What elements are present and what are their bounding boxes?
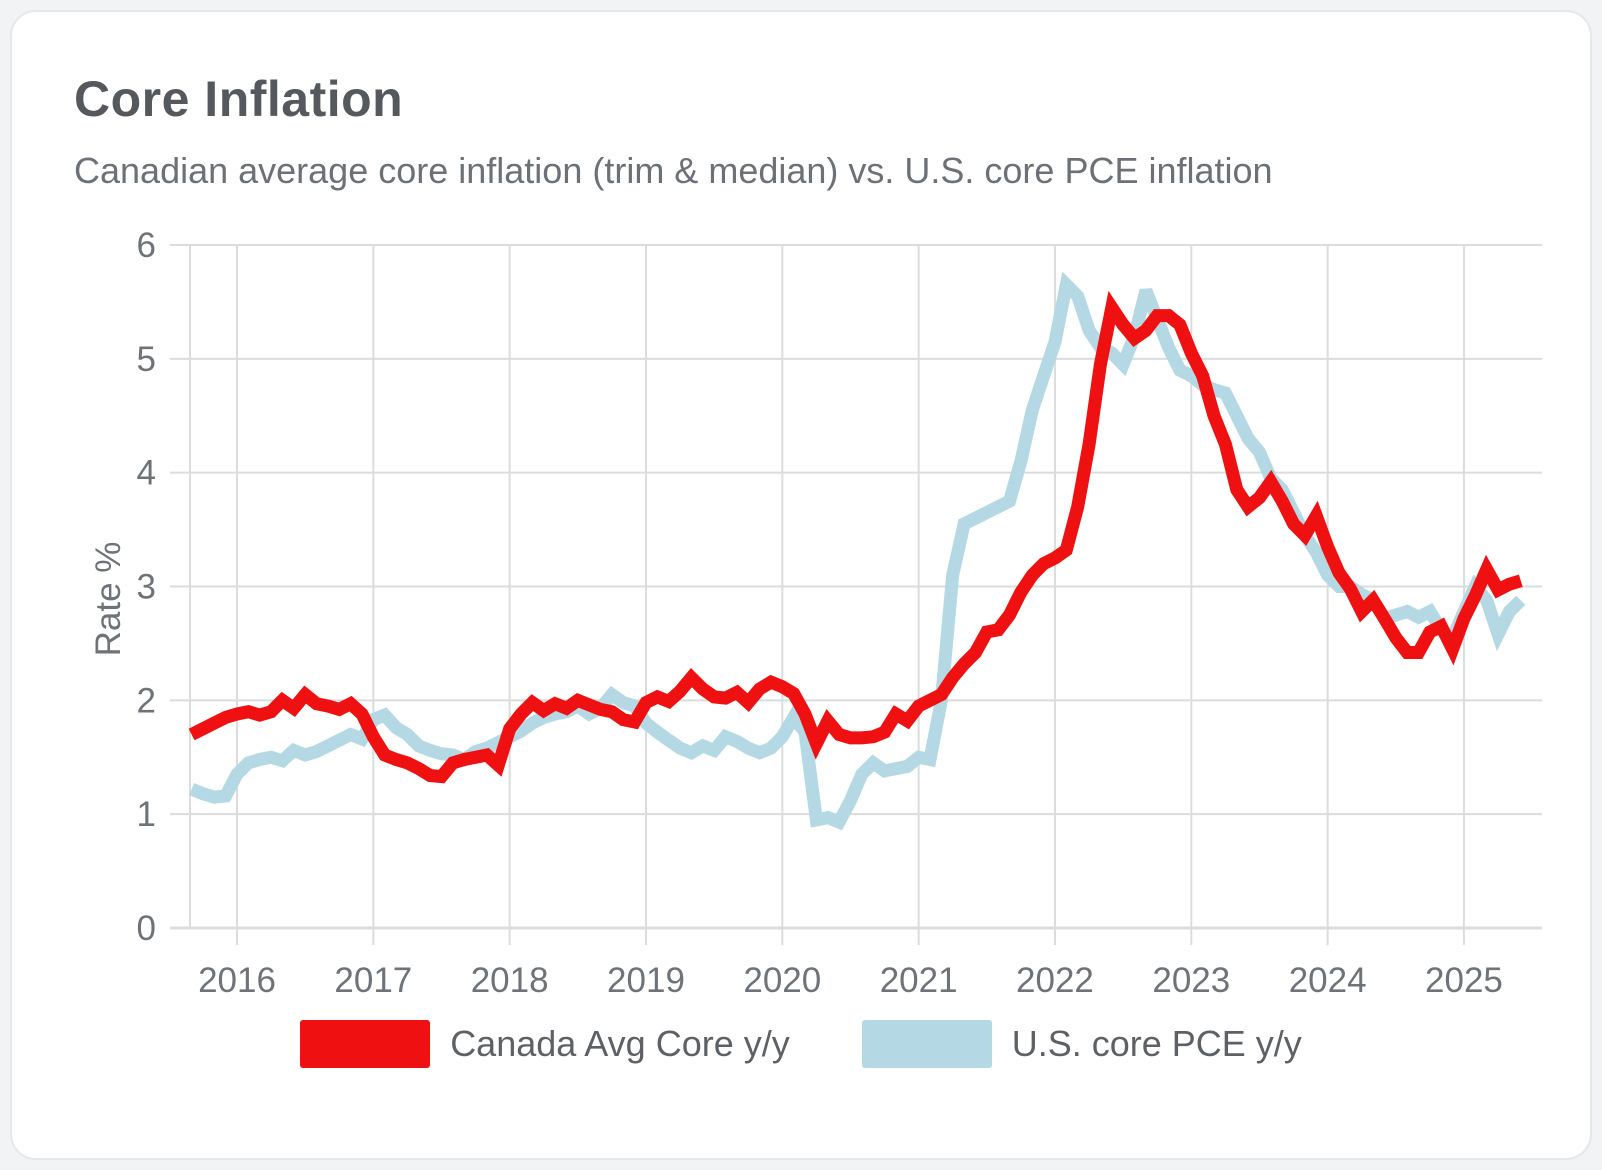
legend-label-canada: Canada Avg Core y/y <box>450 1023 790 1064</box>
legend-label-us: U.S. core PCE y/y <box>1011 1023 1302 1064</box>
chart-card: Core Inflation Canadian average core inf… <box>10 10 1592 1160</box>
chart-subtitle: Canadian average core inflation (trim & … <box>74 150 1273 191</box>
page-title: Core Inflation <box>74 71 404 127</box>
legend-swatch-us <box>861 1020 992 1068</box>
chart-legend: Canada Avg Core y/y U.S. core PCE y/y <box>12 1020 1590 1068</box>
y-axis-label: Rate % <box>89 541 128 657</box>
legend-swatch-canada <box>300 1020 431 1068</box>
legend-item-us: U.S. core PCE y/y <box>861 1020 1302 1068</box>
legend-item-canada: Canada Avg Core y/y <box>300 1020 790 1068</box>
